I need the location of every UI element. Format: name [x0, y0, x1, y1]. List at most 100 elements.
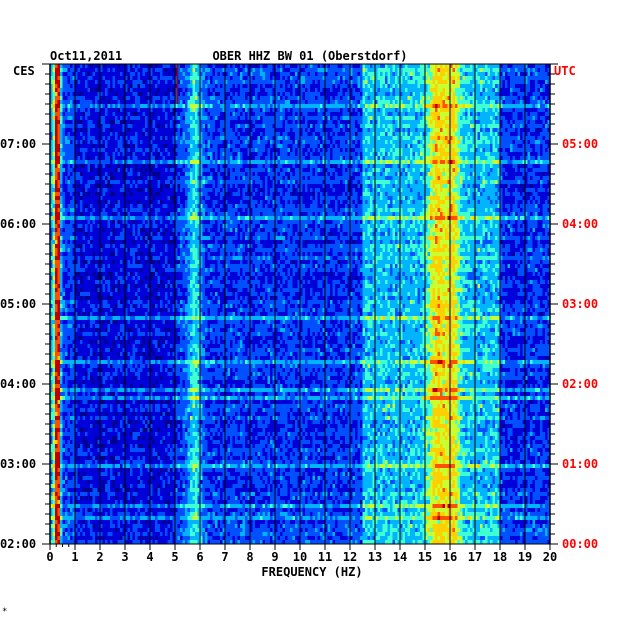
- heatmap-cell: [57, 80, 61, 85]
- heatmap-cell: [167, 128, 171, 133]
- heatmap-cell: [467, 88, 471, 93]
- heatmap-cell: [67, 100, 71, 105]
- heatmap-cell: [97, 136, 101, 141]
- heatmap-cell: [465, 160, 468, 165]
- heatmap-cell: [427, 120, 431, 125]
- heatmap-cell: [100, 160, 103, 165]
- heatmap-cell: [85, 76, 88, 81]
- heatmap-cell: [135, 160, 138, 165]
- heatmap-cell: [442, 148, 446, 153]
- heatmap-cell: [225, 76, 228, 81]
- heatmap-cell: [245, 128, 248, 133]
- heatmap-cell: [482, 104, 486, 109]
- heatmap-cell: [252, 128, 256, 133]
- heatmap-cell: [52, 128, 56, 133]
- heatmap-cell: [227, 136, 231, 141]
- heatmap-cell: [440, 136, 443, 141]
- heatmap-cell: [397, 68, 401, 73]
- heatmap-cell: [492, 100, 496, 105]
- heatmap-cell: [145, 108, 148, 113]
- heatmap-cell: [540, 108, 543, 113]
- heatmap-cell: [490, 144, 493, 149]
- heatmap-cell: [145, 120, 148, 125]
- heatmap-cell: [67, 108, 71, 113]
- heatmap-cell: [432, 88, 436, 93]
- heatmap-cell: [212, 68, 216, 73]
- heatmap-cell: [455, 148, 458, 153]
- heatmap-cell: [487, 136, 491, 141]
- heatmap-cell: [140, 84, 143, 89]
- heatmap-cell: [472, 160, 476, 165]
- heatmap-cell: [247, 80, 251, 85]
- heatmap-cell: [155, 92, 158, 97]
- heatmap-cell: [297, 160, 301, 165]
- heatmap-cell: [202, 72, 206, 77]
- heatmap-cell: [365, 64, 368, 69]
- heatmap-cell: [405, 88, 408, 93]
- heatmap-cell: [235, 144, 238, 149]
- heatmap-cell: [52, 104, 56, 109]
- heatmap-cell: [330, 84, 333, 89]
- heatmap-cell: [455, 72, 458, 77]
- heatmap-cell: [142, 84, 146, 89]
- heatmap-cell: [90, 148, 93, 153]
- heatmap-cell: [227, 120, 231, 125]
- heatmap-cell: [210, 100, 213, 105]
- heatmap-cell: [330, 156, 333, 161]
- heatmap-cell: [370, 148, 373, 153]
- heatmap-cell: [337, 136, 341, 141]
- heatmap-cell: [345, 112, 348, 117]
- heatmap-cell: [65, 152, 68, 157]
- heatmap-cell: [50, 156, 53, 161]
- heatmap-cell: [400, 104, 403, 109]
- heatmap-cell: [422, 156, 426, 161]
- heatmap-cell: [465, 104, 468, 109]
- heatmap-cell: [205, 156, 208, 161]
- heatmap-cell: [112, 88, 116, 93]
- heatmap-cell: [355, 120, 358, 125]
- heatmap-cell: [485, 128, 488, 133]
- heatmap-cell: [190, 68, 193, 73]
- heatmap-cell: [350, 100, 353, 105]
- heatmap-cell: [537, 76, 541, 81]
- heatmap-cell: [290, 124, 293, 129]
- heatmap-cell: [212, 76, 216, 81]
- heatmap-cell: [145, 140, 148, 145]
- heatmap-cell: [312, 160, 316, 165]
- heatmap-cell: [92, 148, 96, 153]
- heatmap-cell: [165, 152, 168, 157]
- heatmap-cell: [260, 152, 263, 157]
- heatmap-cell: [127, 108, 131, 113]
- heatmap-cell: [50, 92, 53, 97]
- heatmap-cell: [147, 120, 151, 125]
- heatmap-cell: [162, 92, 166, 97]
- heatmap-cell: [437, 148, 441, 153]
- heatmap-cell: [92, 96, 96, 101]
- heatmap-cell: [97, 144, 101, 149]
- heatmap-cell: [400, 88, 403, 93]
- heatmap-cell: [470, 132, 473, 137]
- heatmap-cell: [222, 140, 226, 145]
- heatmap-cell: [390, 76, 393, 81]
- heatmap-cell: [407, 152, 411, 157]
- heatmap-cell: [490, 112, 493, 117]
- heatmap-cell: [207, 92, 211, 97]
- heatmap-cell: [195, 128, 198, 133]
- heatmap-cell: [182, 84, 186, 89]
- heatmap-cell: [507, 152, 511, 157]
- heatmap-cell: [165, 132, 168, 137]
- heatmap-cell: [242, 108, 246, 113]
- heatmap-cell: [267, 64, 271, 69]
- heatmap-cell: [482, 128, 486, 133]
- heatmap-cell: [110, 92, 113, 97]
- heatmap-cell: [157, 72, 161, 77]
- heatmap-cell: [520, 80, 523, 85]
- heatmap-cell: [407, 124, 411, 129]
- heatmap-cell: [87, 104, 91, 109]
- heatmap-cell: [357, 144, 361, 149]
- heatmap-cell: [252, 72, 256, 77]
- heatmap-cell: [197, 124, 201, 129]
- heatmap-cell: [57, 104, 61, 109]
- heatmap-cell: [212, 108, 216, 113]
- heatmap-cell: [485, 80, 488, 85]
